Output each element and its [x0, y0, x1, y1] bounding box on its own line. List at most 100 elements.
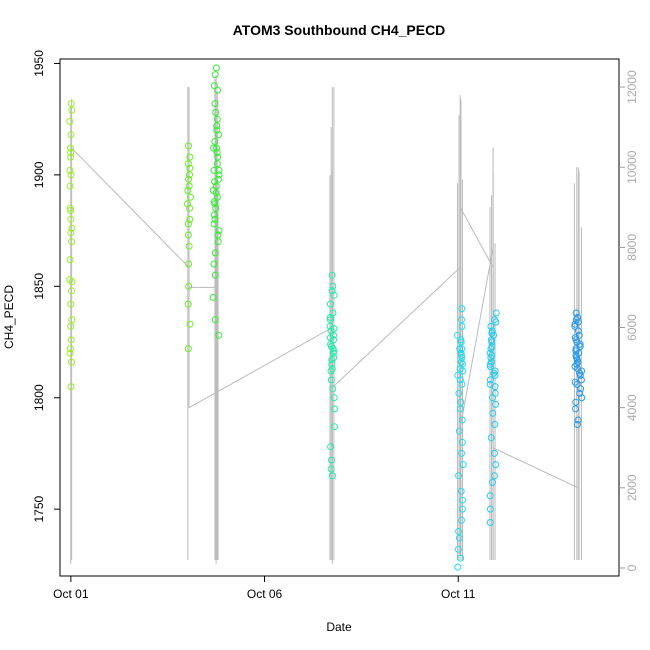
data-point [577, 376, 585, 384]
data-point [573, 380, 581, 388]
data-point [328, 356, 336, 364]
data-point [186, 164, 194, 172]
data-point [184, 300, 192, 308]
data-point [185, 260, 193, 268]
data-point [211, 138, 219, 145]
data-point [67, 207, 74, 214]
chart-title: ATOM3 Southbound CH4_PECD [233, 22, 446, 38]
y2-tick-label: 8000 [625, 234, 639, 261]
data-point [211, 178, 219, 186]
data-point [491, 472, 498, 480]
data-point [458, 416, 466, 424]
data-point [486, 519, 494, 526]
data-point [215, 166, 223, 174]
data-point [68, 358, 75, 366]
data-point [326, 316, 334, 324]
y-tick-label: 1900 [32, 161, 46, 188]
data-point [67, 149, 75, 157]
x-axis-title: Date [326, 620, 352, 634]
data-point [458, 449, 465, 457]
data-point [455, 534, 463, 542]
data-point [185, 242, 193, 250]
data-point [215, 227, 223, 235]
data-point [491, 449, 498, 457]
data-point [213, 149, 221, 157]
data-point [576, 389, 584, 397]
data-point [571, 320, 579, 328]
data-point [492, 400, 499, 408]
y-axis-title: CH4_PECD [2, 285, 16, 349]
data-point [456, 365, 464, 373]
data-point [185, 175, 193, 183]
data-point [455, 427, 463, 435]
data-point [331, 423, 338, 431]
y2-tick-label: 4000 [625, 394, 639, 421]
y-tick-label: 1800 [32, 384, 46, 411]
data-point [68, 278, 76, 286]
data-point [327, 465, 335, 473]
data-point [459, 496, 467, 504]
data-point [486, 505, 494, 513]
data-point [327, 443, 335, 451]
data-point [487, 322, 495, 330]
data-point [184, 220, 192, 228]
data-point [211, 71, 219, 79]
data-point [67, 100, 75, 108]
data-point [573, 356, 581, 364]
data-point [492, 461, 500, 469]
data-point [486, 363, 494, 370]
data-point [456, 345, 464, 353]
data-point [212, 109, 220, 116]
data-point [457, 487, 465, 495]
altitude-segment-7 [492, 167, 579, 560]
data-point [327, 343, 335, 350]
data-point [213, 160, 221, 168]
data-point [573, 338, 581, 346]
points-layer [66, 64, 586, 571]
data-point [455, 389, 463, 397]
y-tick-label: 1750 [32, 495, 46, 522]
data-point [215, 331, 223, 339]
y2-tick-label: 6000 [625, 314, 639, 341]
y-tick-label: 1850 [32, 273, 46, 300]
data-point [572, 309, 580, 317]
data-point [328, 456, 335, 464]
data-point [67, 215, 75, 223]
data-point [66, 256, 74, 264]
data-point [215, 175, 223, 183]
data-point [67, 322, 75, 330]
data-point [326, 300, 334, 308]
data-point [457, 554, 464, 562]
data-point [66, 345, 74, 353]
data-point [67, 131, 75, 139]
data-point [209, 187, 217, 194]
data-point [571, 378, 579, 386]
data-point [68, 106, 76, 114]
x-tick-label: Oct 06 [247, 587, 283, 601]
data-point [209, 293, 217, 301]
data-point [212, 204, 220, 212]
data-point [486, 376, 494, 384]
data-point [458, 505, 466, 513]
data-point [328, 365, 336, 373]
y2-axis: 0 2000 4000 6000 8000 10000 12000 [619, 70, 639, 571]
data-point [184, 200, 191, 208]
data-point [488, 351, 496, 359]
data-point [66, 182, 74, 190]
x-tick-label: Oct 11 [441, 587, 476, 601]
altitude-segment-6 [459, 207, 494, 268]
data-point [328, 360, 336, 368]
data-point [67, 336, 75, 344]
altitude-segment-4 [331, 95, 461, 556]
data-point [489, 478, 496, 486]
data-point [458, 345, 466, 353]
data-point [185, 282, 193, 290]
data-point [185, 182, 193, 190]
data-point [215, 171, 223, 179]
data-point [458, 316, 465, 324]
data-point [326, 322, 334, 330]
data-point [213, 115, 221, 123]
data-point [331, 405, 339, 413]
data-point [492, 309, 500, 317]
data-point [68, 287, 76, 295]
